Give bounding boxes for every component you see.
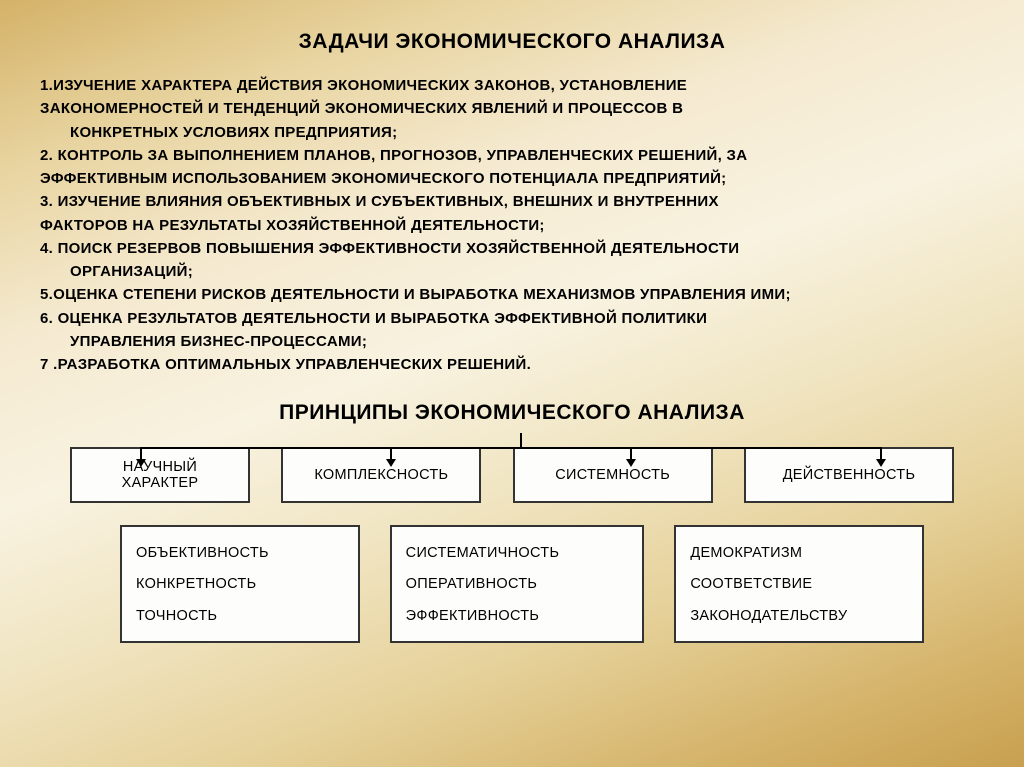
box-text: ДЕМОКРАТИЗМ — [690, 545, 908, 561]
box-text: ЭФФЕКТИВНОСТЬ — [406, 608, 629, 624]
task-line: ОРГАНИЗАЦИЙ; — [40, 260, 984, 283]
task-line: 5.ОЦЕНКА СТЕПЕНИ РИСКОВ ДЕЯТЕЛЬНОСТИ И В… — [40, 283, 984, 306]
task-line: ЭФФЕКТИВНЫМ ИСПОЛЬЗОВАНИЕМ ЭКОНОМИЧЕСКОГ… — [40, 167, 984, 190]
task-line: КОНКРЕТНЫХ УСЛОВИЯХ ПРЕДПРИЯТИЯ; — [40, 121, 984, 144]
connector-line — [140, 447, 880, 449]
arrow-down-icon — [626, 459, 636, 467]
heading-principles: ПРИНЦИПЫ ЭКОНОМИЧЕСКОГО АНАЛИЗА — [40, 401, 984, 425]
arrow-down-icon — [876, 459, 886, 467]
box-text: ТОЧНОСТЬ — [136, 608, 344, 624]
principle-box: ДЕЙСТВЕННОСТЬ — [744, 447, 954, 503]
task-line: 4. ПОИСК РЕЗЕРВОВ ПОВЫШЕНИЯ ЭФФЕКТИВНОСТ… — [40, 237, 984, 260]
box-text: ОБЪЕКТИВНОСТЬ — [136, 545, 344, 561]
principle-box: СИСТЕМАТИЧНОСТЬ ОПЕРАТИВНОСТЬ ЭФФЕКТИВНО… — [390, 525, 645, 643]
task-line: ЗАКОНОМЕРНОСТЕЙ И ТЕНДЕНЦИЙ ЭКОНОМИЧЕСКИ… — [40, 97, 984, 120]
task-line: 7 .РАЗРАБОТКА ОПТИМАЛЬНЫХ УПРАВЛЕНЧЕСКИХ… — [40, 353, 984, 376]
box-text: КОМПЛЕКСНОСТЬ — [314, 467, 448, 483]
task-line: 2. КОНТРОЛЬ ЗА ВЫПОЛНЕНИЕМ ПЛАНОВ, ПРОГН… — [40, 144, 984, 167]
tasks-list: 1.ИЗУЧЕНИЕ ХАРАКТЕРА ДЕЙСТВИЯ ЭКОНОМИЧЕС… — [40, 74, 984, 376]
task-line: ФАКТОРОВ НА РЕЗУЛЬТАТЫ ХОЗЯЙСТВЕННОЙ ДЕЯ… — [40, 214, 984, 237]
box-text: ДЕЙСТВЕННОСТЬ — [783, 467, 916, 483]
principle-box: ОБЪЕКТИВНОСТЬ КОНКРЕТНОСТЬ ТОЧНОСТЬ — [120, 525, 360, 643]
arrow-down-icon — [386, 459, 396, 467]
arrow-down-icon — [136, 459, 146, 467]
box-text: КОНКРЕТНОСТЬ — [136, 576, 344, 592]
principle-box: НАУЧНЫЙ ХАРАКТЕР — [70, 447, 250, 503]
principles-diagram: НАУЧНЫЙ ХАРАКТЕР КОМПЛЕКСНОСТЬ СИСТЕМНОС… — [60, 447, 964, 643]
task-line: 3. ИЗУЧЕНИЕ ВЛИЯНИЯ ОБЪЕКТИВНЫХ И СУБЪЕК… — [40, 190, 984, 213]
box-text: ЗАКОНОДАТЕЛЬСТВУ — [690, 608, 908, 624]
box-text: СИСТЕМАТИЧНОСТЬ — [406, 545, 629, 561]
principle-box: СИСТЕМНОСТЬ — [513, 447, 713, 503]
principle-box: ДЕМОКРАТИЗМ СООТВЕТСТВИЕ ЗАКОНОДАТЕЛЬСТВ… — [674, 525, 924, 643]
connector-line — [520, 433, 522, 447]
task-line: УПРАВЛЕНИЯ БИЗНЕС-ПРОЦЕССАМИ; — [40, 330, 984, 353]
heading-tasks: ЗАДАЧИ ЭКОНОМИЧЕСКОГО АНАЛИЗА — [40, 30, 984, 54]
box-text: НАУЧНЫЙ — [123, 459, 197, 475]
box-text: ХАРАКТЕР — [122, 475, 199, 491]
box-text: СИСТЕМНОСТЬ — [555, 467, 670, 483]
box-text: СООТВЕТСТВИЕ — [690, 576, 908, 592]
principle-box: КОМПЛЕКСНОСТЬ — [281, 447, 481, 503]
task-line: 6. ОЦЕНКА РЕЗУЛЬТАТОВ ДЕЯТЕЛЬНОСТИ И ВЫР… — [40, 307, 984, 330]
task-line: 1.ИЗУЧЕНИЕ ХАРАКТЕРА ДЕЙСТВИЯ ЭКОНОМИЧЕС… — [40, 74, 984, 97]
box-text: ОПЕРАТИВНОСТЬ — [406, 576, 629, 592]
